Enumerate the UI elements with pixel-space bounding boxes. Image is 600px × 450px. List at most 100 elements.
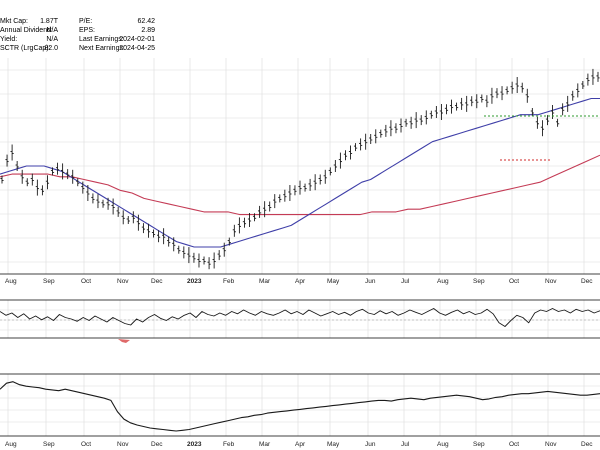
x-tick-label: Mar <box>259 278 271 285</box>
price-bar <box>318 174 322 185</box>
x-tick-label: May <box>327 441 340 448</box>
stat-label-last-earnings: Last Earnings: <box>79 36 124 43</box>
price-bar <box>480 94 484 103</box>
price-bar <box>106 197 110 210</box>
price-bar <box>454 102 459 111</box>
x-tick-label: Nov <box>545 278 557 285</box>
x-tick-label: Jun <box>365 441 376 448</box>
stat-value-last-earnings: 2024-02-01 <box>119 36 155 43</box>
lower-x-axis: Aug Sep Oct Nov Dec 2023 Feb Mar Apr May Jun Jul Aug… <box>5 441 593 448</box>
stat-value-mkt-cap: 1.87T <box>40 18 59 25</box>
price-bar <box>490 87 494 104</box>
price-bar <box>404 118 408 127</box>
price-bar <box>86 185 90 201</box>
price-bar <box>298 180 302 195</box>
ma-long-line <box>0 154 600 216</box>
x-tick-label: Oct <box>509 441 519 448</box>
price-bar <box>55 162 60 175</box>
x-tick-label: Feb <box>223 278 235 285</box>
x-tick-label: Aug <box>437 441 449 448</box>
price-bar <box>313 174 317 191</box>
price-bar <box>591 68 595 85</box>
price-bar <box>540 120 545 137</box>
stat-label-yield: Yield: <box>0 36 17 43</box>
price-bar <box>576 83 580 98</box>
price-bar <box>550 105 555 119</box>
price-bar <box>434 106 438 118</box>
price-bar <box>374 129 378 144</box>
stat-value-eps: 2.89 <box>141 27 155 34</box>
price-bar <box>586 73 590 86</box>
price-bar <box>470 96 474 107</box>
price-bar <box>126 216 130 224</box>
price-bar <box>76 178 80 187</box>
x-tick-label: Aug <box>437 278 449 285</box>
price-bar <box>242 217 247 228</box>
price-bar <box>71 169 75 184</box>
stats-table: Mkt Cap: 1.87T Annual Dividend: N/A Yiel… <box>0 18 155 52</box>
stat-label-next-earnings: Next Earnings: <box>79 45 125 52</box>
price-bar <box>212 252 216 269</box>
price-bar <box>338 152 343 169</box>
price-bar <box>162 228 166 245</box>
price-bar <box>151 229 156 238</box>
x-tick-label: Jul <box>401 441 410 448</box>
price-bar <box>389 120 393 137</box>
price-bar <box>561 103 565 116</box>
x-tick-label: Sep <box>43 441 55 448</box>
x-tick-label: Oct <box>81 278 91 285</box>
x-tick-label: Dec <box>151 441 163 448</box>
price-bar <box>121 210 125 225</box>
price-bar <box>439 104 444 120</box>
price-bar <box>444 104 449 115</box>
price-bar <box>510 81 514 94</box>
x-tick-label: Oct <box>509 278 519 285</box>
price-bar <box>475 94 479 109</box>
price-x-axis: Aug Sep Oct Nov Dec 2023 Feb Mar Apr May Jun Jul Aug… <box>5 278 593 285</box>
price-bar <box>10 144 14 161</box>
stat-label-annual-dividend: Annual Dividend: <box>0 27 53 34</box>
price-bar <box>293 185 297 196</box>
price-bar <box>202 256 206 265</box>
price-bar <box>207 257 211 270</box>
price-bar <box>379 129 383 138</box>
price-bar <box>25 178 29 187</box>
stat-value-yield: N/A <box>46 36 58 43</box>
price-bar <box>409 116 413 129</box>
price-bar <box>268 201 272 212</box>
x-tick-label: Mar <box>259 441 271 448</box>
price-bar <box>571 90 575 101</box>
price-bar <box>177 245 181 254</box>
price-bar <box>91 193 95 204</box>
price-bar <box>555 118 560 127</box>
price-bar <box>359 138 363 151</box>
price-bar <box>35 179 39 196</box>
price-bar <box>0 175 4 184</box>
price-bar <box>429 110 433 119</box>
price-bar <box>187 247 191 264</box>
x-tick-label: Nov <box>545 441 557 448</box>
price-bar <box>278 194 282 203</box>
price-bar <box>217 250 221 261</box>
price-bar <box>50 167 55 176</box>
price-bar <box>66 169 70 180</box>
price-bar <box>288 185 292 201</box>
x-tick-label: Feb <box>223 441 235 448</box>
price-bar <box>252 213 257 222</box>
price-bar <box>131 211 135 224</box>
price-bar <box>30 173 34 186</box>
price-bar <box>343 150 348 161</box>
x-tick-label: Oct <box>81 441 91 448</box>
price-bar <box>530 108 534 116</box>
stats-panel: Mkt Cap: 1.87T Annual Dividend: N/A Yiel… <box>0 16 160 54</box>
lower-indicator-line <box>0 381 600 432</box>
x-tick-label: Dec <box>581 441 593 448</box>
price-bar <box>141 223 146 234</box>
price-bar <box>257 205 262 218</box>
x-tick-label: Jun <box>365 278 376 285</box>
price-bar <box>283 189 287 202</box>
price-bar <box>348 145 353 160</box>
price-bar <box>227 237 231 246</box>
price-bar <box>505 86 509 95</box>
price-bar <box>500 86 504 101</box>
